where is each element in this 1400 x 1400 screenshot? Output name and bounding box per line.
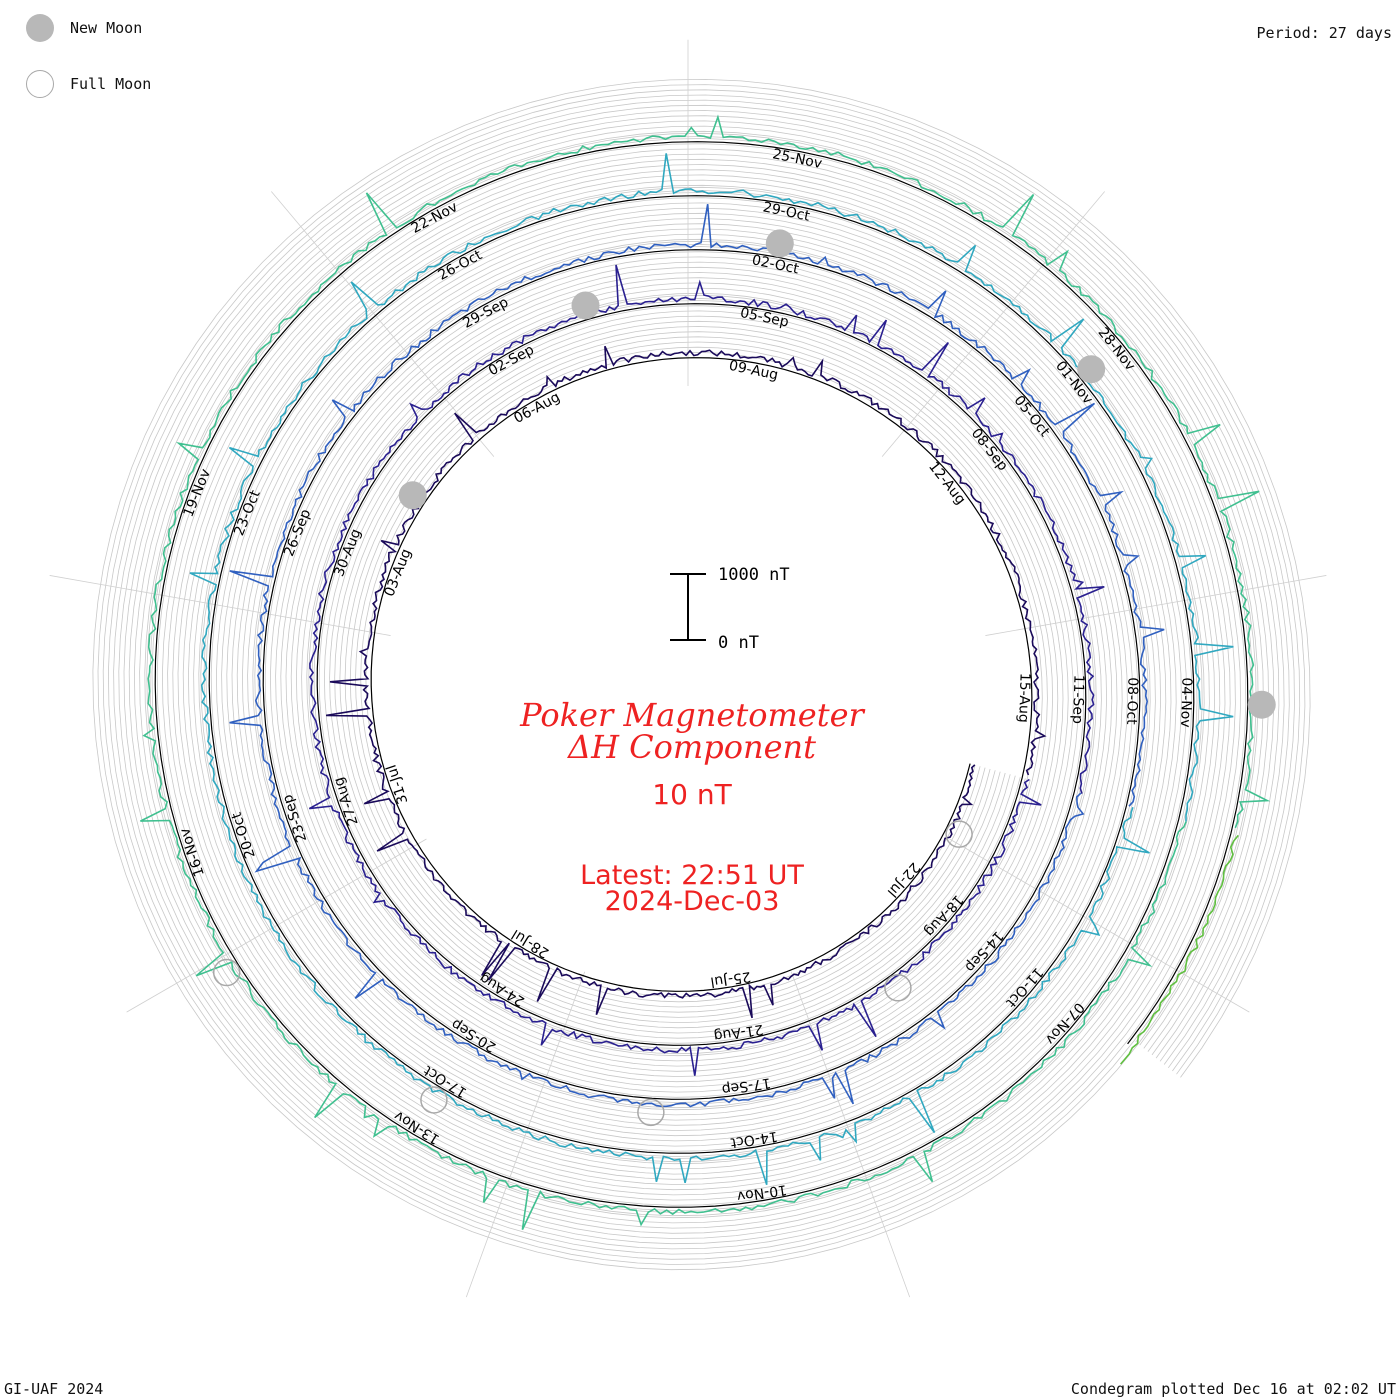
date-label: 29-Oct (761, 199, 811, 224)
legend-full-moon: Full Moon (26, 70, 151, 98)
grid-spoke (881, 191, 1105, 457)
trace-rotation-3 (229, 204, 1165, 1108)
scale-bar: 1000 nT 0 nT (670, 565, 790, 653)
date-label: 15-Aug (1015, 673, 1032, 723)
grid-spiral (133, 120, 1270, 1229)
chart-subtitle: ΔH Component (566, 728, 816, 766)
grid-spiral (92, 78, 1311, 1271)
footer-credit: GI-UAF 2024 (4, 1380, 104, 1398)
trace-rotation-5 (140, 114, 1271, 1230)
latest-date: 2024-Dec-03 (605, 886, 780, 917)
moon-markers (212, 229, 1276, 1127)
date-label: 03-Aug (381, 547, 414, 599)
new-moon-marker (765, 229, 794, 258)
date-label: 08-Oct (1123, 677, 1140, 725)
legend-new-moon-label: New Moon (70, 19, 143, 37)
baseline-value: 10 nT (652, 778, 732, 811)
scale-bar-bottom-label: 0 nT (718, 633, 759, 653)
grid-spiral (107, 94, 1295, 1255)
grid-spiral (102, 89, 1301, 1260)
grid-spoke (271, 191, 495, 457)
scale-bar-top-label: 1000 nT (718, 565, 790, 585)
new-moon-marker (1077, 355, 1106, 384)
grid-spoke (949, 838, 1250, 1013)
latest-time: Latest: 22:51 UT (580, 860, 804, 891)
date-label: 10-Nov (736, 1181, 788, 1204)
baseline-curve (154, 141, 1249, 1208)
footer-plotted: Condegram plotted Dec 16 at 02:02 UT (1070, 1380, 1396, 1398)
grid-spiral (139, 125, 1264, 1224)
date-label: 24-Aug (477, 969, 528, 1009)
date-label: 20-Sep (449, 1016, 499, 1056)
grid-spiral (113, 99, 1290, 1250)
date-label: 14-Oct (729, 1128, 779, 1151)
grid-spiral (128, 115, 1275, 1234)
legend-new-moon: New Moon (26, 14, 142, 42)
grid-spoke (985, 575, 1327, 636)
baseline-spiral (154, 141, 1249, 1208)
trace-rotation-6 (1119, 834, 1239, 1065)
date-label: 21-Aug (713, 1021, 765, 1044)
trace-rotation-1 (325, 345, 1047, 1019)
full-moon-icon (26, 70, 54, 98)
new-moon-icon (26, 14, 54, 42)
trace-rotation-4 (189, 153, 1234, 1186)
grid-spiral (118, 104, 1285, 1245)
grid-spiral (123, 110, 1280, 1239)
date-label: 04-Nov (1177, 677, 1194, 728)
full-moon-marker (884, 974, 912, 1002)
new-moon-marker (571, 291, 600, 320)
date-label: 11-Sep (1069, 674, 1086, 724)
grid-spoke (126, 838, 427, 1013)
grid-spoke (49, 575, 391, 636)
new-moon-marker (398, 481, 427, 510)
date-label: 25-Jul (709, 968, 751, 990)
period-label: Period: 27 days (1256, 24, 1392, 42)
date-label: 17-Sep (721, 1074, 772, 1097)
trace-rotation-2 (308, 264, 1105, 1076)
chart-title: Poker Magnetometer (519, 696, 865, 734)
date-label: 09-Aug (727, 358, 779, 384)
grid-spiral (144, 130, 1259, 1219)
full-moon-marker (945, 820, 973, 848)
full-moon-marker (637, 1098, 665, 1127)
full-moon-marker (212, 958, 241, 987)
legend-full-moon-label: Full Moon (70, 75, 152, 93)
full-moon-marker (420, 1086, 448, 1114)
spiral-grid (49, 39, 1327, 1298)
date-label: 05-Sep (739, 305, 791, 331)
new-moon-marker (1247, 690, 1276, 719)
data-traces (140, 114, 1271, 1230)
date-label: 22-Jul (884, 859, 923, 900)
grid-spiral (97, 84, 1306, 1265)
